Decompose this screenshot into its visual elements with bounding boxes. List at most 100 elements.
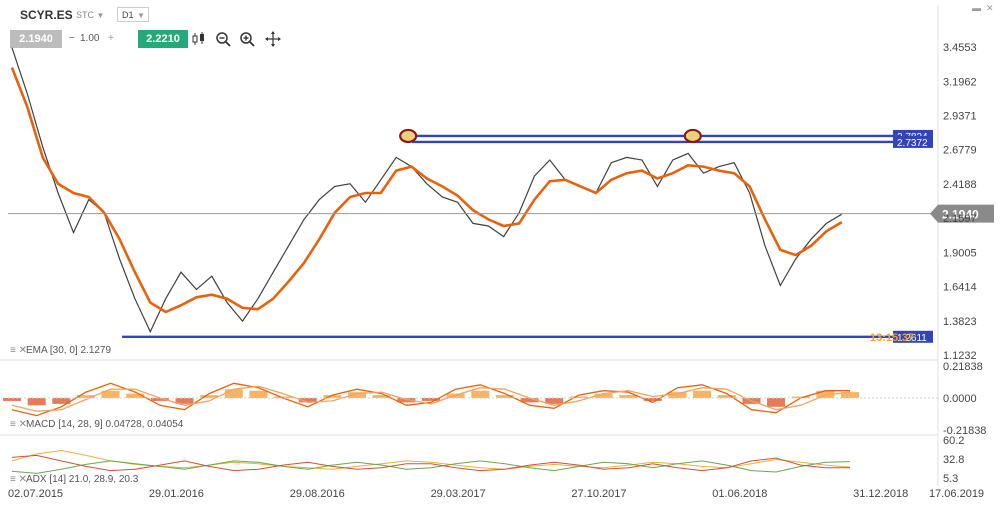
x-tick-label: 27.10.2017 [571, 488, 626, 500]
level-time-overlay: 13:15:37 [870, 332, 914, 344]
adx-y-tick-label: 32.8 [943, 454, 964, 466]
macd-signal-line [11, 385, 851, 412]
y-tick-label: 2.4188 [943, 179, 977, 191]
x-tick-label: 29.08.2016 [290, 488, 345, 500]
macd-histogram-bar [569, 396, 588, 398]
x-tick-label: 01.06.2018 [712, 488, 767, 500]
macd-histogram-bar [372, 395, 391, 398]
macd-histogram-bar [446, 393, 465, 398]
adx-adx-line [11, 449, 851, 470]
macd-histogram-bar [298, 398, 317, 403]
adx-indicator-label: ADX [14] 21.0, 28.9, 20.3 [26, 474, 139, 485]
volume-value[interactable]: 1.00 [80, 33, 100, 44]
macd-indicator-label: MACD [14, 28, 9] 0.04728, 0.04054 [26, 419, 184, 430]
macd-histogram-bar [249, 390, 268, 398]
zoom-out-glyph [216, 32, 231, 47]
macd-histogram-bar [3, 398, 21, 401]
x-tick-label: 02.07.2015 [8, 488, 63, 500]
sell-button[interactable]: 2.1940 [10, 30, 62, 48]
macd-histogram-bar [323, 395, 342, 398]
timeframe-select[interactable]: D1 ▼ [117, 7, 149, 22]
volume-stepper[interactable]: − 1.00 + [66, 30, 120, 48]
current-price-label: 2.1940 [942, 208, 979, 222]
timeframe-label: D1 [122, 10, 134, 20]
level-price-badge [893, 330, 933, 343]
macd-histogram-bar [150, 398, 169, 401]
macd-histogram-bar [520, 398, 539, 403]
macd-histogram-bar [101, 390, 120, 398]
level-price-label: 2.7824 [897, 132, 928, 143]
macd-y-tick-label: 0.0000 [943, 393, 977, 405]
adx-DI-line [11, 454, 850, 472]
indicator-menu-icon: ≡ ✕ [10, 345, 27, 356]
minimize-icon[interactable]: ▬ [972, 3, 981, 13]
macd-histogram-bar [126, 393, 145, 398]
decrease-volume-button[interactable]: − [69, 33, 75, 44]
macd-histogram-bar [619, 395, 638, 398]
y-tick-label: 2.6779 [943, 145, 977, 157]
y-tick-label: 1.3823 [943, 316, 977, 328]
level-price-label: 1.2611 [897, 333, 927, 344]
highlighted-top-marker [399, 128, 418, 144]
symbol-label[interactable]: SCYR.ES [20, 8, 73, 22]
zoom-in-icon[interactable] [239, 31, 255, 47]
macd-histogram-bar [816, 390, 835, 398]
candlestick-type-icon[interactable] [191, 31, 207, 47]
macd-histogram-bar [841, 392, 859, 398]
highlighted-top-marker [683, 128, 702, 144]
market-label: STC [76, 10, 94, 20]
axis-labels: 3.45533.19622.93712.67792.41882.15971.90… [8, 42, 986, 500]
macd-histogram-bar [348, 392, 367, 398]
y-tick-label: 2.1597 [943, 213, 977, 225]
level-price-label: 2.7372 [897, 138, 928, 149]
macd-histogram-bar [27, 398, 46, 406]
x-tick-label: 29.03.2017 [431, 488, 486, 500]
macd-y-tick-label: 0.21838 [943, 361, 983, 373]
macd-histogram-bar [175, 398, 194, 404]
macd-histogram-bar [668, 392, 687, 398]
macd-histogram-bar [52, 398, 71, 404]
y-tick-label: 2.9371 [943, 111, 977, 123]
chevron-down-icon: ▼ [96, 11, 105, 20]
market-dropdown[interactable]: STC ▼ [76, 10, 104, 20]
macd-pane[interactable] [3, 382, 938, 417]
chevron-down-icon: ▼ [137, 11, 145, 20]
candlestick-glyph [192, 32, 204, 45]
macd-histogram-bar [791, 396, 810, 398]
macd-histogram-bar [274, 396, 293, 398]
chart-toolbar: SCYR.ES STC ▼ D1 ▼ 2.1940 − 1.00 + 2.2210… [0, 0, 1003, 54]
close-icon[interactable]: ✕ [986, 3, 994, 13]
y-tick-label: 1.9005 [943, 247, 977, 259]
x-tick-label: 17.06.2019 [929, 488, 984, 500]
zoom-out-icon[interactable] [215, 31, 231, 47]
y-tick-label: 3.1962 [943, 76, 977, 88]
adx-y-tick-label: 5.3 [943, 473, 958, 485]
adx-pane[interactable] [11, 449, 851, 474]
macd-macd-line [11, 382, 850, 417]
y-tick-label: 1.1232 [943, 350, 977, 362]
ema-series-line [10, 67, 843, 314]
adx-DI-line [11, 460, 851, 474]
macd-histogram-bar [422, 398, 440, 401]
x-tick-label: 29.01.2016 [149, 488, 204, 500]
macd-histogram-bar [594, 393, 613, 398]
current-price-badge [930, 204, 994, 223]
buy-button[interactable]: 2.2210 [138, 30, 188, 48]
increase-volume-button[interactable]: + [108, 33, 114, 44]
macd-histogram-bar [224, 389, 243, 398]
macd-histogram-bar [693, 390, 712, 398]
macd-histogram-bar [76, 395, 95, 398]
ema-indicator-label: EMA [30, 0] 2.1279 [26, 345, 111, 356]
zoom-in-glyph [240, 32, 255, 47]
macd-histogram-bar [471, 390, 490, 398]
macd-histogram-bar [717, 395, 736, 398]
macd-histogram-bar [200, 395, 219, 398]
adx-y-tick-label: 60.2 [943, 435, 964, 447]
crosshair-glyph [265, 31, 281, 47]
macd-histogram-bar [495, 395, 514, 398]
crosshair-icon[interactable] [265, 31, 281, 47]
indicator-menu-icon: ≡ ✕ [10, 419, 27, 430]
macd-histogram-bar [742, 398, 761, 404]
